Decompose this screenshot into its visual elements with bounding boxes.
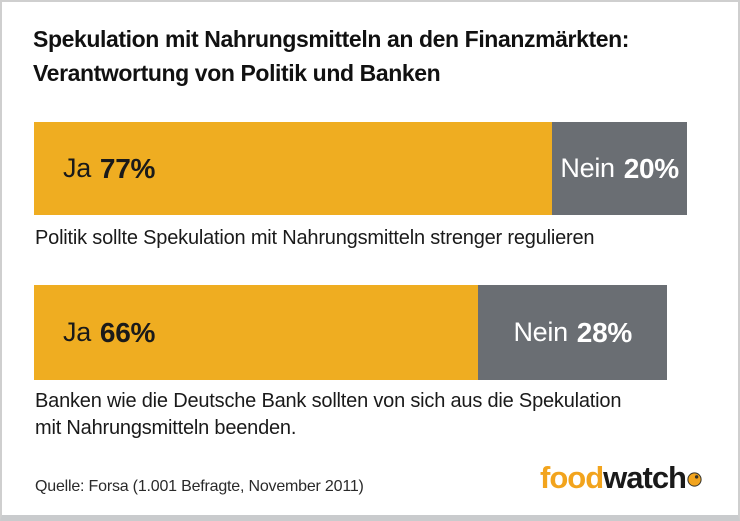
nein-segment: Nein 20%: [552, 122, 687, 215]
nein-value: 28%: [576, 316, 632, 348]
ja-segment: Ja 66%: [34, 285, 479, 380]
nein-label: Nein: [513, 317, 568, 347]
ja-label: Ja: [63, 153, 91, 183]
nein-label: Nein: [560, 153, 615, 183]
ja-segment: Ja 77%: [34, 122, 553, 215]
bar-politik-caption: Politik sollte Spekulation mit Nahrungsm…: [35, 227, 595, 249]
source-note: Quelle: Forsa (1.001 Befragte, November …: [35, 478, 364, 495]
bar-banken: Ja 66% Nein 28%: [34, 285, 667, 380]
bar-politik: Ja 77% Nein 20%: [34, 122, 687, 215]
ja-value: 66%: [99, 316, 156, 348]
chart-title: Spekulation mit Nahrungsmitteln an den F…: [33, 22, 629, 90]
ja-label: Ja: [63, 317, 91, 347]
logo-watch-text: watch: [603, 460, 687, 495]
bar-banken-caption-line1: Banken wie die Deutsche Bank sollten von…: [35, 390, 622, 412]
chart-title-line1: Spekulation mit Nahrungsmitteln an den F…: [33, 26, 630, 52]
chart-title-line2: Verantwortung von Politik und Banken: [33, 60, 441, 86]
foodwatch-eye-icon: [687, 459, 702, 495]
logo-food-text: food: [540, 460, 604, 495]
foodwatch-logo: foodwatch: [540, 460, 702, 496]
bar-banken-caption: Banken wie die Deutsche Bank sollten von…: [35, 388, 621, 442]
ja-value: 77%: [99, 152, 156, 184]
nein-value: 20%: [623, 152, 679, 184]
bar-banken-caption-line2: mit Nahrungsmitteln beenden.: [35, 417, 297, 439]
nein-segment: Nein 28%: [478, 285, 667, 380]
